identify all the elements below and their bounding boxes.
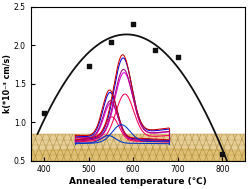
Point <box>131 22 135 25</box>
Point <box>220 153 224 156</box>
Point <box>109 40 113 43</box>
Polygon shape <box>31 134 245 161</box>
X-axis label: Annealed temperature (℃): Annealed temperature (℃) <box>69 177 207 186</box>
Point <box>42 112 46 115</box>
Y-axis label: k(*10⁻³ cm/s): k(*10⁻³ cm/s) <box>3 54 12 113</box>
Point <box>176 55 180 58</box>
Point <box>154 48 157 51</box>
Point <box>87 65 91 68</box>
Ellipse shape <box>4 148 248 165</box>
